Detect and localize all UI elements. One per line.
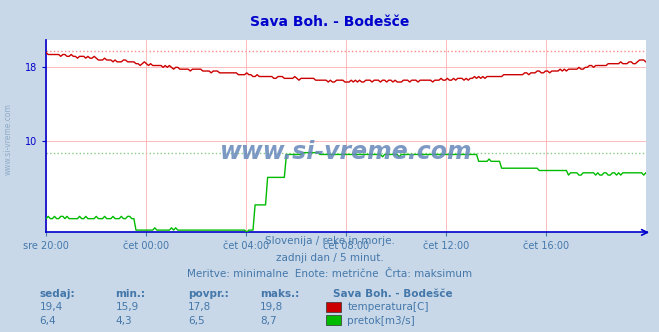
Text: 19,8: 19,8 [260,302,283,312]
Text: temperatura[C]: temperatura[C] [347,302,429,312]
Text: pretok[m3/s]: pretok[m3/s] [347,316,415,326]
Text: Sava Boh. - Bodešče: Sava Boh. - Bodešče [250,15,409,29]
Text: maks.:: maks.: [260,289,300,299]
Text: 6,5: 6,5 [188,316,204,326]
Text: 6,4: 6,4 [40,316,56,326]
Text: 19,4: 19,4 [40,302,63,312]
Text: povpr.:: povpr.: [188,289,229,299]
Text: 8,7: 8,7 [260,316,277,326]
Text: www.si-vreme.com: www.si-vreme.com [3,104,13,175]
Text: 4,3: 4,3 [115,316,132,326]
Text: www.si-vreme.com: www.si-vreme.com [219,139,473,164]
Text: Slovenija / reke in morje.: Slovenija / reke in morje. [264,236,395,246]
Text: min.:: min.: [115,289,146,299]
Text: Meritve: minimalne  Enote: metrične  Črta: maksimum: Meritve: minimalne Enote: metrične Črta:… [187,269,472,279]
Text: sedaj:: sedaj: [40,289,75,299]
Text: 17,8: 17,8 [188,302,211,312]
Text: Sava Boh. - Bodešče: Sava Boh. - Bodešče [333,289,453,299]
Text: 15,9: 15,9 [115,302,138,312]
Text: zadnji dan / 5 minut.: zadnji dan / 5 minut. [275,253,384,263]
